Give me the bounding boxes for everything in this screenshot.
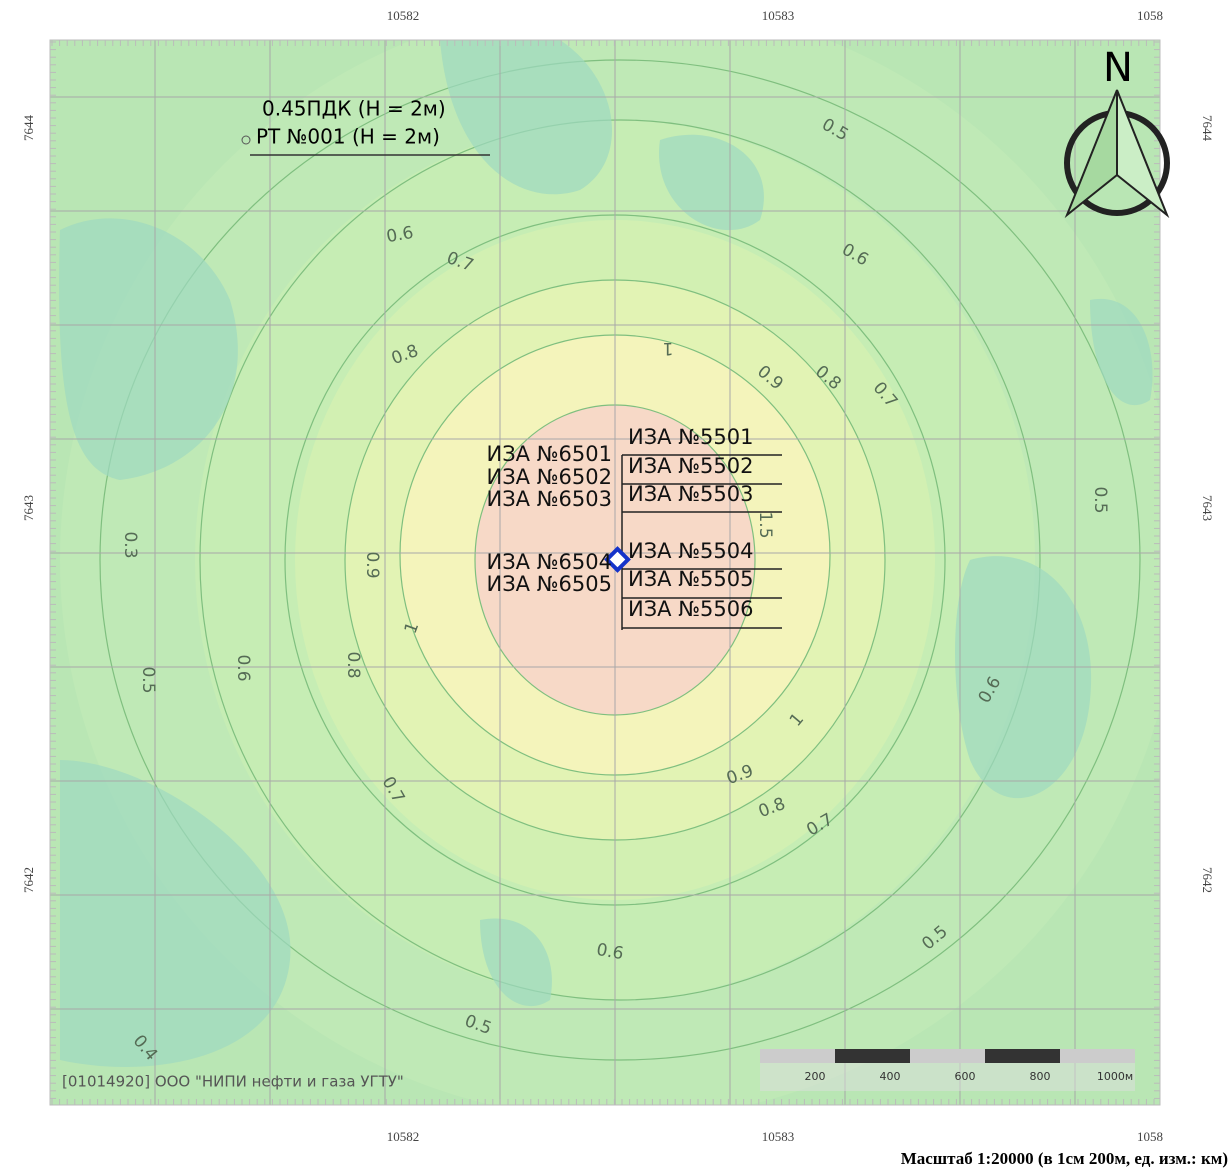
scale-label: 800 [1030,1070,1051,1083]
legend-item: 0.45ПДК (Н = 2м) [262,97,446,121]
source-label: ИЗА №6505 [487,572,613,596]
isoline-label: 0.8 [343,651,363,678]
isoline [199,119,1041,1001]
source-label: ИЗА №6504 [487,550,613,574]
isoline [99,59,1141,1061]
scale-segment [835,1049,910,1063]
scale-label: 600 [955,1070,976,1083]
scale-bar: 200 400 600 800 1000м [760,1049,1135,1091]
scale-segment [985,1049,1060,1063]
scale-label-bg [760,1063,1135,1091]
isoline-label: 0.3 [120,531,140,558]
isoline-label: 0.6 [385,223,415,247]
lake [480,918,552,1007]
isoline-label: 1.5 [755,511,775,538]
scale-segment [1060,1049,1135,1063]
scale-label: 400 [880,1070,901,1083]
coord-label: 7643 [21,495,36,521]
coord-label: 7642 [1200,867,1215,893]
source-label: ИЗА №6501 [487,442,613,466]
scale-label: 200 [805,1070,826,1083]
frame [49,39,1161,1106]
arrow-half [1116,89,1170,219]
ruler [50,40,1160,1105]
coord-label: 10583 [762,8,795,23]
copyright: [01014920] ООО "НИПИ нефти и газа УГТУ" [62,1073,404,1091]
coord-label: 7644 [21,115,36,142]
grid [50,40,1160,1105]
source-label: ИЗА №5503 [628,482,754,506]
coord-label: 1058 [1137,1129,1163,1144]
lake [60,760,291,1067]
source-label: ИЗА №6502 [487,465,613,489]
coord-label: 1058 [1137,8,1163,23]
isoline-label: 0.9 [362,551,382,578]
coord-label: 10583 [762,1129,795,1144]
source-label: ИЗА №5505 [628,567,754,591]
isoline-label: 0.5 [1090,486,1110,513]
north-label: N [1103,45,1133,91]
isoline-label: 1 [663,338,674,358]
north-arrow: N [1064,45,1170,219]
source-label: ИЗА №5504 [628,539,754,563]
source-label: ИЗА №5501 [628,425,754,449]
water-bodies [59,40,1153,1067]
scale-label: 1000м [1097,1070,1133,1083]
source-marker [604,546,631,573]
coord-label: 7642 [21,867,36,893]
lake [659,134,764,231]
lake [955,556,1092,799]
coord-label: 10582 [387,8,420,23]
coord-label: 10582 [387,1129,420,1144]
source-label: ИЗА №5506 [628,597,754,621]
isoline-label: 0.5 [138,666,158,693]
source-leaders [621,454,782,630]
coord-label: 7644 [1200,115,1215,142]
source-label: ИЗА №6503 [487,487,613,511]
isoline-label: 0.6 [595,940,625,964]
scale-segment [910,1049,985,1063]
coord-label: 7643 [1200,495,1215,521]
map-area [50,40,1160,1105]
lake [59,218,238,480]
source-label: ИЗА №5502 [628,454,754,478]
isoline-label: 0.6 [233,654,253,681]
legend-marker [241,135,251,145]
scale-caption: Масштаб 1:20000 (в 1см 200м, ед. изм.: к… [901,1149,1228,1168]
scale-segment [760,1049,835,1063]
legend-item: РТ №001 (Н = 2м) [256,125,440,149]
